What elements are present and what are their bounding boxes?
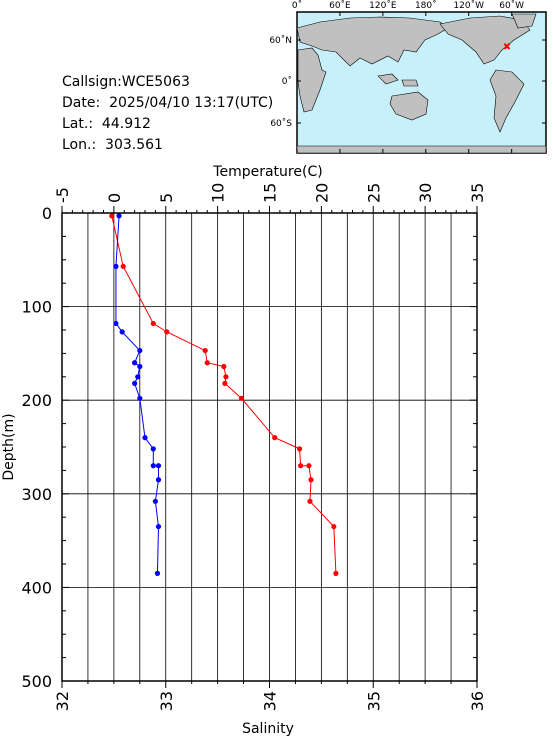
depth-tick-label: 100 bbox=[21, 298, 52, 317]
salinity-tick-label: 36 bbox=[468, 691, 487, 711]
salinity-data-point bbox=[137, 363, 143, 370]
temperature-data-point bbox=[307, 498, 313, 504]
salinity-tick-label: 35 bbox=[364, 691, 383, 711]
salinity-data-point bbox=[113, 320, 119, 327]
map-longitude-label: 60˚E bbox=[329, 0, 351, 11]
temperature-tick-label: 5 bbox=[157, 193, 176, 203]
station-info: Callsign:WCE5063 Date: 2025/04/10 13:17(… bbox=[62, 72, 273, 156]
temperature-tick-label: 20 bbox=[312, 183, 331, 203]
temperature-data-point bbox=[150, 320, 156, 327]
salinity-data-point bbox=[155, 463, 162, 469]
salinity-data-point bbox=[137, 347, 143, 354]
temperature-data-point bbox=[202, 347, 208, 354]
temperature-data-point bbox=[306, 463, 312, 469]
temperature-profile-line bbox=[111, 215, 337, 574]
salinity-data-point bbox=[150, 446, 156, 452]
chart-ticks bbox=[61, 206, 478, 688]
salinity-data-point bbox=[155, 477, 162, 483]
temperature-data-point bbox=[238, 395, 245, 401]
map-latitude-label: 60˚S bbox=[270, 118, 292, 129]
map-longitude-label: 120˚E bbox=[369, 0, 397, 11]
temperature-data-point bbox=[333, 570, 339, 576]
temperature-data-point bbox=[296, 446, 303, 452]
depth-tick-label: 0 bbox=[42, 204, 52, 223]
depth-tick-label: 400 bbox=[21, 578, 52, 597]
temperature-tick-label: 0 bbox=[105, 193, 124, 203]
salinity-axis-title: Salinity bbox=[242, 721, 294, 736]
date-text: Date: 2025/04/10 13:17(UTC) bbox=[62, 95, 274, 111]
longitude-text: Lon.: 303.561 bbox=[62, 137, 163, 153]
salinity-data-point bbox=[116, 213, 122, 219]
temperature-data-point bbox=[272, 435, 278, 441]
salinity-data-point bbox=[132, 380, 138, 386]
salinity-data-point bbox=[150, 463, 156, 469]
temperature-tick-label: 35 bbox=[468, 183, 487, 203]
salinity-data-point bbox=[137, 395, 143, 401]
temperature-data-point bbox=[331, 523, 337, 530]
temperature-data-point bbox=[221, 363, 227, 370]
map-longitude-label: 0˚ bbox=[292, 0, 302, 11]
map-latitude-label: 60˚N bbox=[269, 35, 292, 46]
temperature-data-point bbox=[109, 213, 115, 219]
temperature-data-point bbox=[308, 477, 314, 483]
map-longitude-label: 120˚W bbox=[453, 0, 484, 11]
temperature-tick-label: 30 bbox=[416, 183, 435, 203]
salinity-tick-label: 33 bbox=[157, 691, 176, 711]
map-longitude-label: 180˚ bbox=[415, 0, 437, 11]
depth-tick-label: 300 bbox=[21, 485, 52, 504]
temperature-data-point bbox=[223, 374, 229, 380]
plot-frame bbox=[61, 212, 478, 682]
salinity-data-point bbox=[152, 498, 158, 504]
callsign-text: Callsign:WCE5063 bbox=[62, 74, 190, 90]
temperature-data-point bbox=[120, 263, 126, 269]
salinity-data-point bbox=[154, 570, 161, 576]
depth-tick-label: 200 bbox=[21, 391, 52, 410]
salinity-profile-line bbox=[115, 215, 159, 574]
salinity-data-point bbox=[135, 374, 141, 380]
temperature-axis-title: Temperature(C) bbox=[212, 164, 322, 180]
latitude-text: Lat.: 44.912 bbox=[62, 116, 151, 132]
chart-series bbox=[109, 213, 339, 576]
depth-axis-title: Depth(m) bbox=[1, 413, 17, 480]
salinity-data-point bbox=[132, 360, 138, 366]
station-marker-icon: ✖ bbox=[503, 42, 511, 53]
salinity-tick-label: 32 bbox=[53, 691, 72, 711]
temperature-tick-label: -5 bbox=[53, 187, 72, 203]
temperature-tick-label: 10 bbox=[209, 183, 228, 203]
temperature-data-point bbox=[164, 329, 170, 335]
temperature-tick-label: 15 bbox=[261, 183, 280, 203]
salinity-data-point bbox=[142, 435, 148, 441]
chart-grid bbox=[61, 212, 478, 682]
temperature-data-point bbox=[222, 380, 228, 386]
depth-tick-label: 500 bbox=[21, 672, 52, 691]
temperature-tick-label: 25 bbox=[364, 183, 383, 203]
map-latitude-label: 0˚ bbox=[282, 76, 292, 87]
map-longitude-label: 60˚W bbox=[499, 0, 524, 11]
location-map: 0˚ 60˚E 120˚E 180˚ 120˚W 60˚W 60˚N 0˚ 60˚S ✖ bbox=[269, 0, 547, 154]
temperature-data-point bbox=[298, 463, 304, 469]
salinity-tick-label: 34 bbox=[261, 691, 280, 711]
salinity-data-point bbox=[155, 523, 162, 530]
map-land bbox=[296, 13, 547, 154]
salinity-data-point bbox=[119, 329, 125, 335]
salinity-data-point bbox=[113, 263, 119, 269]
temperature-data-point bbox=[204, 360, 210, 366]
